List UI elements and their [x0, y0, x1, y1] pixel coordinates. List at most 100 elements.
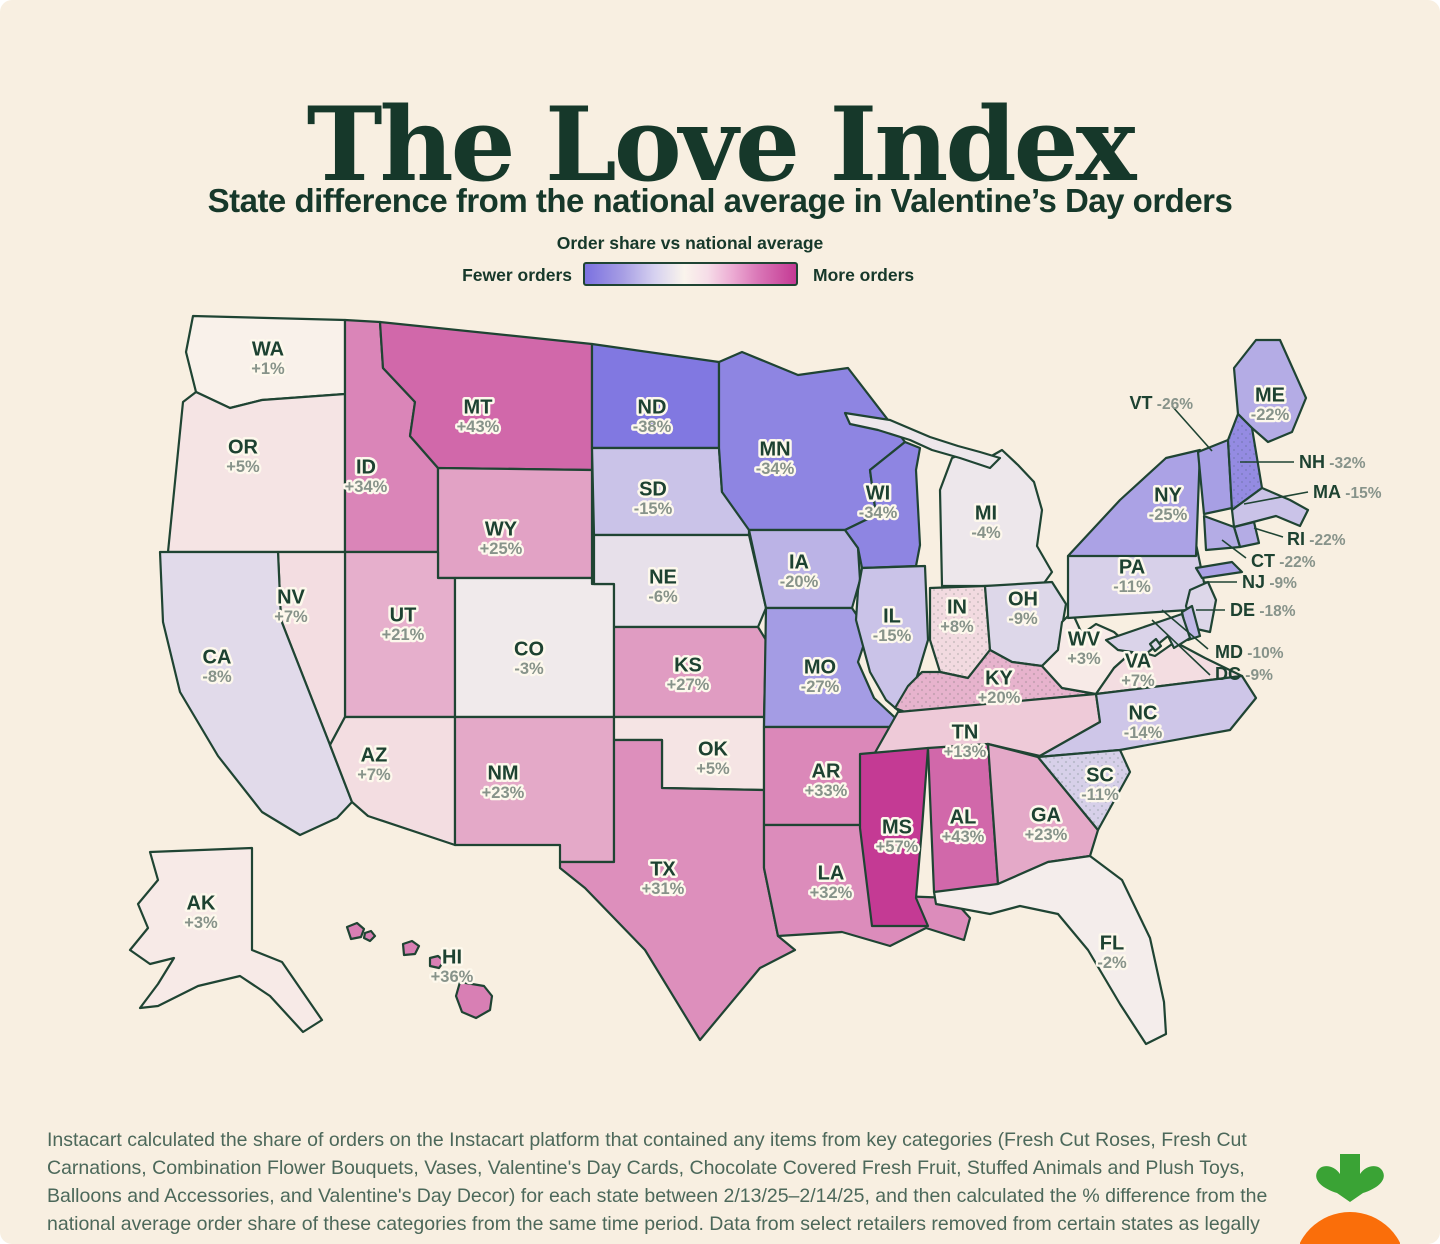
- state-NC: [1036, 674, 1258, 759]
- state-abbr-NC: NC: [1129, 702, 1158, 724]
- state-value-ME: -22%: [1251, 406, 1290, 424]
- state-abbr-AZ: AZ: [361, 744, 388, 766]
- state-MD: [1104, 612, 1192, 656]
- callout-label-NJ: NJ -9%: [1242, 572, 1297, 592]
- state-value-MO: -27%: [801, 678, 840, 696]
- carrot-leaves-icon: [1316, 1154, 1384, 1202]
- callout-label-CT: CT -22%: [1251, 551, 1316, 571]
- state-abbr-IN: IN: [947, 596, 967, 618]
- state-abbr-AK: AK: [187, 892, 216, 914]
- callout-label-DC: DC -9%: [1215, 664, 1273, 684]
- state-KY-stipple-pattern: [895, 650, 1096, 712]
- state-abbr-MS: MS: [882, 816, 912, 838]
- state-MS: [858, 746, 930, 928]
- state-FL: [932, 854, 1168, 1046]
- state-abbr-PA: PA: [1119, 556, 1145, 578]
- state-abbr-WI: WI: [866, 482, 890, 504]
- callout-line-DC: [1151, 619, 1211, 676]
- state-abbr-GA: GA: [1031, 804, 1061, 826]
- state-value-AR: +33%: [805, 782, 848, 800]
- state-abbr-WY: WY: [485, 518, 518, 540]
- state-abbr-SC: SC: [1086, 764, 1114, 786]
- state-abbr-TX: TX: [650, 858, 676, 880]
- state-value-NE: -6%: [648, 588, 678, 606]
- state-abbr-UT: UT: [390, 604, 417, 626]
- state-abbr-VA: VA: [1125, 650, 1151, 672]
- state-abbr-CA: CA: [203, 646, 232, 668]
- state-value-WA: +1%: [251, 360, 285, 378]
- state-abbr-OR: OR: [228, 436, 259, 458]
- state-abbr-NV: NV: [277, 586, 305, 608]
- state-abbr-TN: TN: [952, 721, 979, 743]
- state-value-KS: +27%: [667, 676, 710, 694]
- state-value-IL: -15%: [873, 627, 912, 645]
- state-WV: [1040, 610, 1136, 696]
- state-abbr-AR: AR: [812, 760, 841, 782]
- state-abbr-ME: ME: [1255, 384, 1285, 406]
- instacart-carrot-logo: [1300, 1154, 1400, 1244]
- state-value-NM: +23%: [482, 784, 525, 802]
- state-IL: [854, 564, 930, 714]
- state-abbr-MN: MN: [759, 438, 790, 460]
- page-subtitle: State difference from the national avera…: [207, 182, 1233, 220]
- state-value-WI: -34%: [859, 504, 898, 522]
- state-abbr-NY: NY: [1154, 484, 1182, 506]
- state-IN-stipple-pattern: [930, 586, 990, 678]
- state-abbr-HI: HI: [442, 946, 462, 968]
- state-abbr-AL: AL: [950, 806, 977, 828]
- state-value-AL: +43%: [942, 828, 985, 846]
- state-value-TX: +31%: [642, 880, 685, 898]
- carrot-body-icon: [1300, 1212, 1400, 1244]
- state-value-NY: -25%: [1149, 506, 1188, 524]
- state-value-MN: -34%: [756, 460, 795, 478]
- state-abbr-WA: WA: [252, 338, 284, 360]
- state-abbr-NE: NE: [649, 566, 677, 588]
- state-value-HI: +36%: [431, 968, 474, 986]
- state-value-VA: +7%: [1121, 672, 1155, 690]
- state-abbr-IL: IL: [883, 605, 901, 627]
- color-legend: Fewer orders More orders: [0, 262, 1440, 290]
- state-CA: [158, 550, 354, 837]
- state-AZ: [328, 715, 457, 847]
- state-value-MT: +43%: [457, 418, 500, 436]
- state-value-NC: -14%: [1124, 724, 1163, 742]
- state-value-ND: -38%: [633, 418, 672, 436]
- state-abbr-MI: MI: [975, 502, 997, 524]
- state-value-OH: -9%: [1008, 610, 1038, 628]
- state-abbr-FL: FL: [1100, 932, 1124, 954]
- state-abbr-ND: ND: [638, 396, 667, 418]
- state-value-FL: -2%: [1097, 954, 1127, 972]
- state-abbr-OK: OK: [698, 738, 729, 760]
- state-value-AZ: +7%: [357, 766, 391, 784]
- callout-line-CT: [1221, 539, 1247, 559]
- state-value-WV: +3%: [1067, 650, 1101, 668]
- state-NE: [592, 533, 768, 629]
- state-VA: [1094, 640, 1244, 696]
- callout-label-MA: MA -15%: [1313, 482, 1382, 502]
- state-value-MI: -4%: [971, 524, 1001, 542]
- legend-more-label: More orders: [813, 265, 915, 285]
- legend-fewer-label: Fewer orders: [462, 265, 572, 285]
- state-abbr-OH: OH: [1008, 588, 1038, 610]
- state-value-CA: -8%: [202, 668, 232, 686]
- callout-line-MD: [1161, 609, 1209, 650]
- state-value-IN: +8%: [940, 618, 974, 636]
- callout-label-DE: DE -18%: [1230, 600, 1296, 620]
- state-abbr-LA: LA: [818, 862, 845, 884]
- state-value-UT: +21%: [382, 626, 425, 644]
- state-MI: [938, 448, 1054, 588]
- callout-label-NH: NH -32%: [1299, 452, 1366, 472]
- state-VT: [1196, 438, 1234, 516]
- state-NM: [453, 715, 616, 864]
- state-HI: [345, 921, 494, 1020]
- state-abbr-ID: ID: [356, 456, 376, 478]
- state-abbr-SD: SD: [639, 478, 667, 500]
- callout-label-RI: RI -22%: [1287, 529, 1346, 549]
- state-abbr-MT: MT: [464, 396, 493, 418]
- state-value-SD: -15%: [634, 500, 673, 518]
- state-value-MS: +57%: [876, 838, 919, 856]
- state-value-GA: +23%: [1025, 826, 1068, 844]
- state-value-CO: -3%: [514, 660, 544, 678]
- state-AK: [128, 846, 324, 1034]
